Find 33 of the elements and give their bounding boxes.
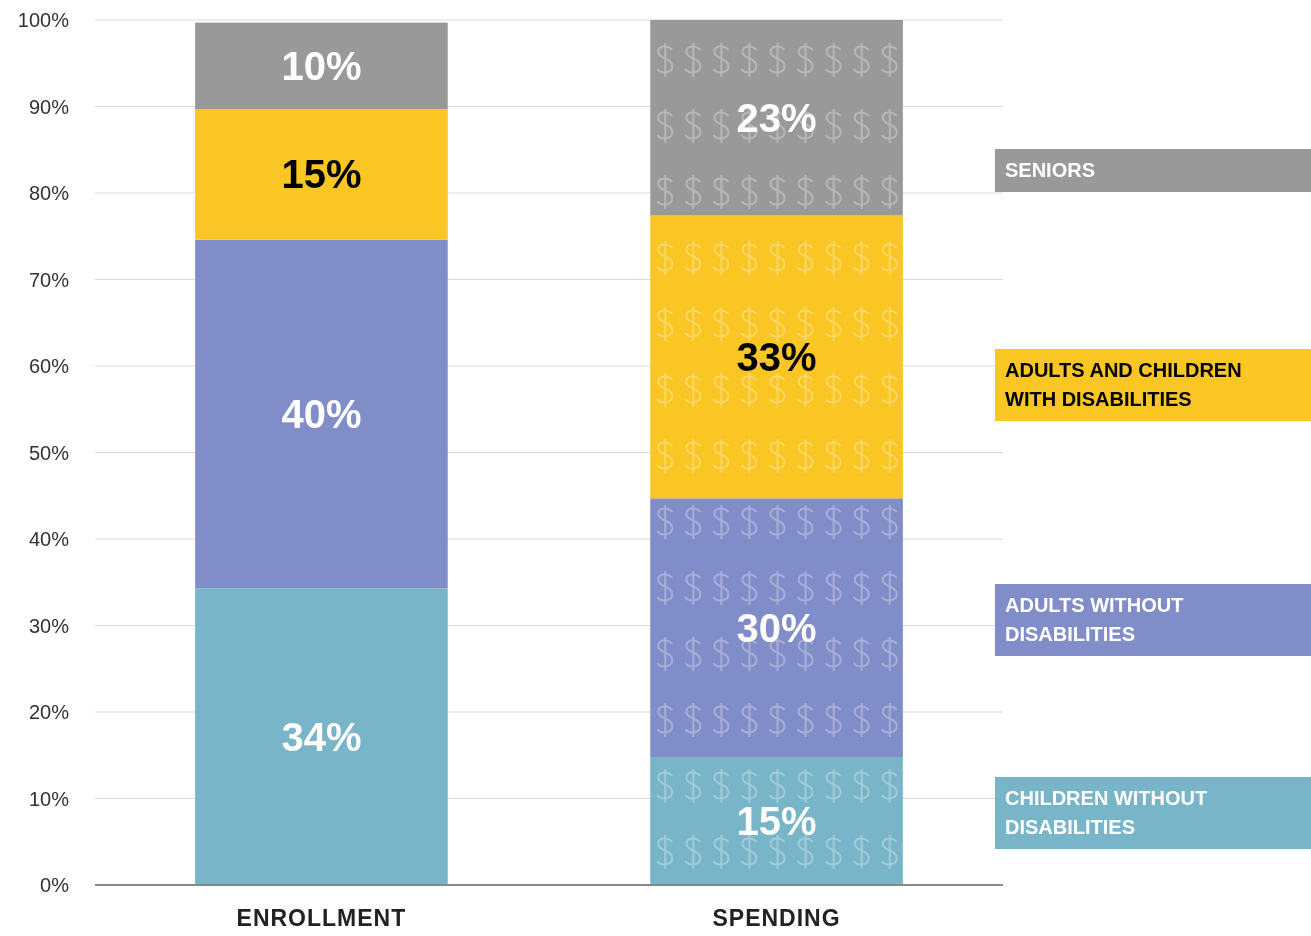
data-label: 15% xyxy=(736,798,817,843)
legend-label: ADULTS WITHOUT DISABILITIES xyxy=(995,584,1311,656)
data-label: 15% xyxy=(281,152,362,197)
bar xyxy=(650,756,903,885)
bar xyxy=(650,20,903,216)
x-tick-label: SPENDING xyxy=(712,905,841,931)
bar xyxy=(650,498,903,757)
legend-label: ADULTS AND CHILDREN WITH DISABILITIES xyxy=(995,349,1311,421)
y-tick-label: 70% xyxy=(28,268,70,291)
legend-label: SENIORS xyxy=(995,148,1311,192)
bar xyxy=(195,109,448,240)
y-tick-label: 50% xyxy=(28,441,70,464)
bar xyxy=(195,22,448,110)
y-tick-label: 0% xyxy=(40,874,70,896)
y-tick-label: 60% xyxy=(28,355,70,377)
data-label: 30% xyxy=(736,605,817,650)
y-tick-label: 90% xyxy=(28,95,70,118)
bar xyxy=(195,588,448,885)
legend-label: CHILDREN WITHOUT DISABILITIES xyxy=(995,777,1311,849)
y-tick-label: 20% xyxy=(28,701,70,723)
y-tick-label: 40% xyxy=(28,528,70,550)
bar xyxy=(650,215,903,499)
y-tick-label: 100% xyxy=(17,9,70,31)
y-tick-label: 30% xyxy=(28,614,70,637)
bar xyxy=(195,239,448,589)
data-label: 34% xyxy=(281,714,362,759)
data-label: 23% xyxy=(736,95,817,140)
data-label: 33% xyxy=(736,334,817,379)
data-label: 10% xyxy=(281,43,362,88)
y-tick-label: 80% xyxy=(28,182,70,204)
data-label: 40% xyxy=(281,392,362,437)
x-tick-label: ENROLLMENT xyxy=(236,905,407,931)
y-tick-label: 10% xyxy=(28,787,70,810)
